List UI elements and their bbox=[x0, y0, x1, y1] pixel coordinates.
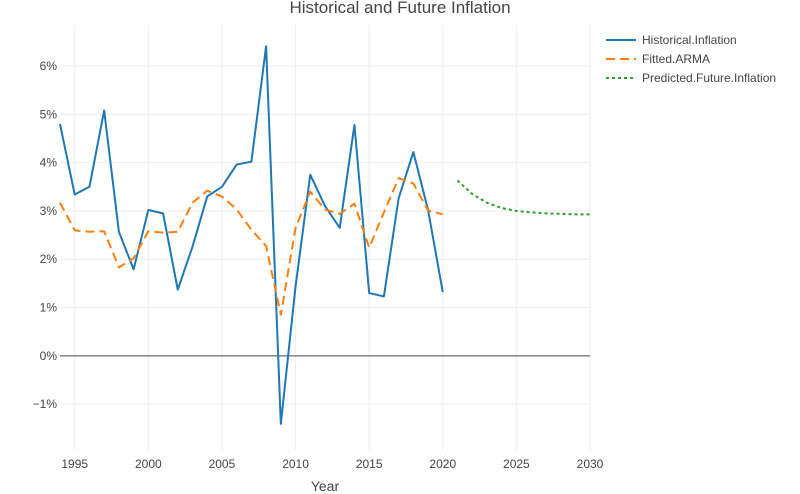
legend-item[interactable]: Historical.Inflation bbox=[606, 33, 737, 47]
y-tick-label: 1% bbox=[40, 301, 58, 315]
legend-item[interactable]: Predicted.Future.Inflation bbox=[606, 71, 776, 85]
x-tick-label: 1995 bbox=[61, 457, 88, 471]
x-tick-label: 2020 bbox=[429, 457, 456, 471]
y-tick-label: 6% bbox=[40, 59, 58, 73]
x-axis-ticks: 1995 2000 2005 2010 2015 2020 2025 2030 bbox=[61, 457, 603, 471]
series-layer bbox=[59, 45, 590, 425]
x-tick-label: 2015 bbox=[356, 457, 383, 471]
x-tick-label: 2005 bbox=[209, 457, 236, 471]
y-tick-label: −1% bbox=[33, 397, 58, 411]
y-axis-ticks: −1% 0% 1% 2% 3% 4% 5% 6% bbox=[33, 59, 58, 411]
legend-label: Predicted.Future.Inflation bbox=[642, 71, 776, 85]
x-tick-label: 2010 bbox=[282, 457, 309, 471]
legend-item[interactable]: Fitted.ARMA bbox=[606, 52, 710, 66]
x-tick-label: 2000 bbox=[135, 457, 162, 471]
x-tick-label: 2025 bbox=[503, 457, 530, 471]
grid-lines bbox=[60, 25, 591, 450]
y-tick-label: 3% bbox=[40, 204, 58, 218]
series-line-historical-inflation bbox=[59, 45, 444, 425]
series-line-predicted-future-inflation bbox=[456, 179, 590, 216]
chart-title: Historical and Future Inflation bbox=[289, 0, 510, 17]
y-tick-label: 5% bbox=[40, 107, 58, 121]
x-axis-title: Year bbox=[311, 478, 340, 494]
y-tick-label: 4% bbox=[40, 156, 58, 170]
legend[interactable]: Historical.Inflation Fitted.ARMA Predicted… bbox=[606, 33, 776, 85]
series-line-fitted-arma bbox=[59, 177, 444, 316]
y-tick-label: 2% bbox=[40, 252, 58, 266]
legend-label: Fitted.ARMA bbox=[642, 52, 710, 66]
y-tick-label: 0% bbox=[40, 349, 58, 363]
legend-label: Historical.Inflation bbox=[642, 33, 737, 47]
x-tick-label: 2030 bbox=[577, 457, 604, 471]
